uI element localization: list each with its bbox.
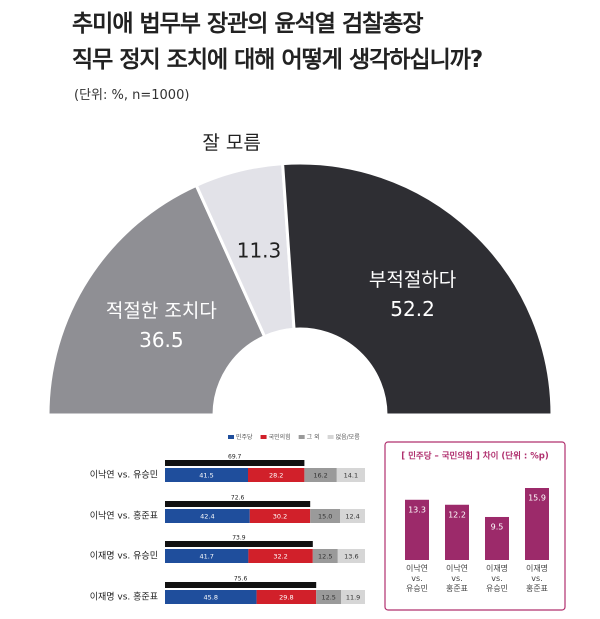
segment-value: 36.5 xyxy=(139,328,184,352)
bar-value: 13.6 xyxy=(344,553,358,561)
bar-value: 41.7 xyxy=(199,553,213,561)
total-label: 73.9 xyxy=(232,535,246,542)
category-label: 이낙연 vs. 유승민 xyxy=(90,470,158,481)
chart-title: 추미애 법무부 장관의 윤석열 검찰총장 직무 정지 조치에 대해 어떻게 생각… xyxy=(72,11,483,73)
bar-value: 42.4 xyxy=(200,513,214,521)
segment-value: 11.3 xyxy=(237,239,282,263)
donut-segment xyxy=(46,183,267,417)
legend-label: 민주당 xyxy=(236,433,253,441)
bar-value: 14.1 xyxy=(344,472,358,480)
bar-segment xyxy=(304,468,337,482)
bar-value: 11.9 xyxy=(346,594,360,602)
total-bar xyxy=(165,501,311,507)
diff-box xyxy=(384,441,566,611)
total-label: 69.7 xyxy=(228,454,242,461)
bar-segment xyxy=(248,468,305,482)
category-label: 이재명 vs. 홍준표 xyxy=(525,564,549,593)
bar-value: 41.5 xyxy=(199,472,213,480)
segment-label: 부적절하다 xyxy=(369,269,456,291)
bar-value: 12.5 xyxy=(318,553,332,561)
diff-title: [ 민주당 – 국민의힘 ] 차이 (단위 : %p) xyxy=(401,451,549,462)
bar-segment xyxy=(310,509,341,523)
total-bar xyxy=(165,582,317,588)
total-label: 72.6 xyxy=(231,495,245,502)
bar-value: 45.8 xyxy=(204,594,218,602)
bar-value: 9.5 xyxy=(491,522,504,531)
bar-value: 16.2 xyxy=(313,472,327,480)
segment-label: 적절한 조치다 xyxy=(106,300,217,322)
legend-label: 그 외 xyxy=(307,434,320,441)
legend-swatch xyxy=(260,435,267,439)
bar-value: 32.2 xyxy=(273,553,287,561)
segment-value: 52.2 xyxy=(390,297,435,321)
legend-label: 국민의힘 xyxy=(269,433,291,441)
bar-segment xyxy=(336,468,365,482)
category-label: 이재명 vs. 유승민 xyxy=(90,551,158,562)
legend-swatch xyxy=(228,435,234,439)
bar-value: 15.9 xyxy=(528,494,546,503)
bar-segment xyxy=(340,509,365,523)
segment-label: 잘 모름 xyxy=(202,132,260,154)
bar-value: 29.8 xyxy=(279,594,293,602)
total-bar xyxy=(165,460,305,466)
bar-segment xyxy=(337,549,365,563)
category-label: 이낙연 vs. 유승민 xyxy=(405,564,429,593)
bar-value: 30.2 xyxy=(273,513,287,521)
bar-value: 28.2 xyxy=(269,472,283,480)
bar-segment xyxy=(165,549,249,563)
bar-value: 12.5 xyxy=(321,594,335,602)
bar-segment xyxy=(165,468,248,482)
legend-swatch xyxy=(327,435,334,439)
bar-segment xyxy=(316,590,342,604)
legend-swatch xyxy=(298,435,305,439)
category-label: 이재명 vs. 유승민 xyxy=(485,564,509,593)
category-label: 이낙연 vs. 홍준표 xyxy=(445,564,469,593)
category-label: 이낙연 vs. 홍준표 xyxy=(90,510,158,522)
bar-value: 12.2 xyxy=(448,510,466,519)
bar-segment xyxy=(249,509,311,523)
bar-segment xyxy=(312,549,338,563)
donut-segment xyxy=(280,161,554,417)
bar-value: 12.4 xyxy=(345,513,359,521)
chart-subtitle: (단위: %, n=1000) xyxy=(74,88,190,103)
bar-segment xyxy=(341,590,365,604)
bar-segment xyxy=(248,549,313,563)
bar xyxy=(525,488,549,560)
bar-segment xyxy=(165,509,250,523)
bar-segment xyxy=(256,590,317,604)
bar-value: 15.0 xyxy=(318,513,332,521)
bar xyxy=(405,499,429,560)
bar-segment xyxy=(165,590,257,604)
bar xyxy=(485,516,509,560)
legend-label: 없음/모름 xyxy=(336,433,361,441)
total-label: 75.6 xyxy=(234,576,248,583)
bar xyxy=(445,504,469,560)
category-label: 이재명 vs. 홍준표 xyxy=(90,591,158,603)
bar-value: 13.3 xyxy=(408,505,426,514)
total-bar xyxy=(165,541,313,547)
